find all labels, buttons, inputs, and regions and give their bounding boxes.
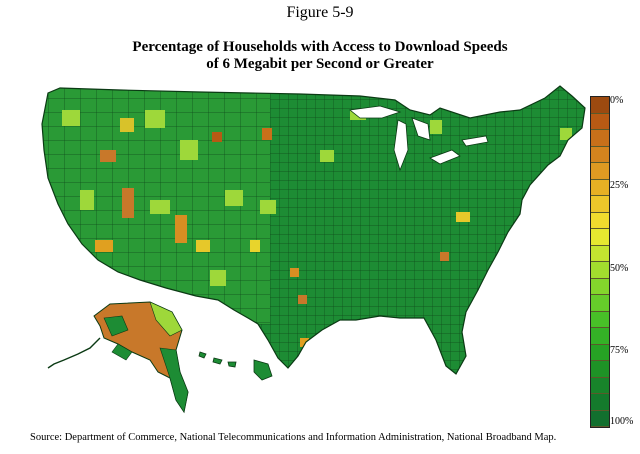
legend-swatch — [591, 245, 609, 262]
legend-swatch — [591, 377, 609, 394]
legend-swatch — [591, 328, 609, 345]
legend-swatch — [591, 196, 609, 213]
legend-tick-0: 0% — [610, 95, 624, 106]
figure-label: Figure 5-9 — [286, 4, 354, 21]
legend-swatch — [591, 361, 609, 378]
legend-swatch — [591, 130, 609, 147]
legend-swatch — [591, 179, 609, 196]
legend-swatch — [591, 146, 609, 163]
legend-swatch — [591, 212, 609, 229]
us-outline — [41, 85, 586, 375]
legend — [590, 96, 610, 428]
map-title-line-1: Percentage of Households with Access to … — [132, 39, 508, 55]
great-lakes — [349, 105, 489, 172]
legend-swatch — [591, 163, 609, 180]
map-title-line-2: of 6 Megabit per Second or Greater — [206, 56, 434, 72]
legend-swatch — [591, 113, 609, 130]
alaska — [47, 301, 189, 414]
hawaii — [198, 351, 273, 381]
legend-swatch — [591, 278, 609, 295]
legend-swatch — [591, 97, 609, 114]
legend-swatch — [591, 295, 609, 312]
legend-swatch — [591, 262, 609, 279]
legend-swatch — [591, 311, 609, 328]
legend-swatch — [591, 229, 609, 246]
legend-swatch — [591, 410, 609, 427]
low-access-patches — [95, 118, 470, 347]
mid-access-patches — [62, 110, 572, 286]
source-note: Source: Department of Commerce, National… — [30, 432, 557, 443]
legend-swatch — [591, 394, 609, 411]
legend-swatch — [591, 344, 609, 361]
legend-tick-50: 50% — [610, 263, 629, 274]
legend-color-scale — [590, 96, 610, 428]
legend-tick-25: 25% — [610, 180, 629, 191]
legend-tick-100: 100% — [610, 416, 634, 427]
legend-tick-75: 75% — [610, 345, 629, 356]
